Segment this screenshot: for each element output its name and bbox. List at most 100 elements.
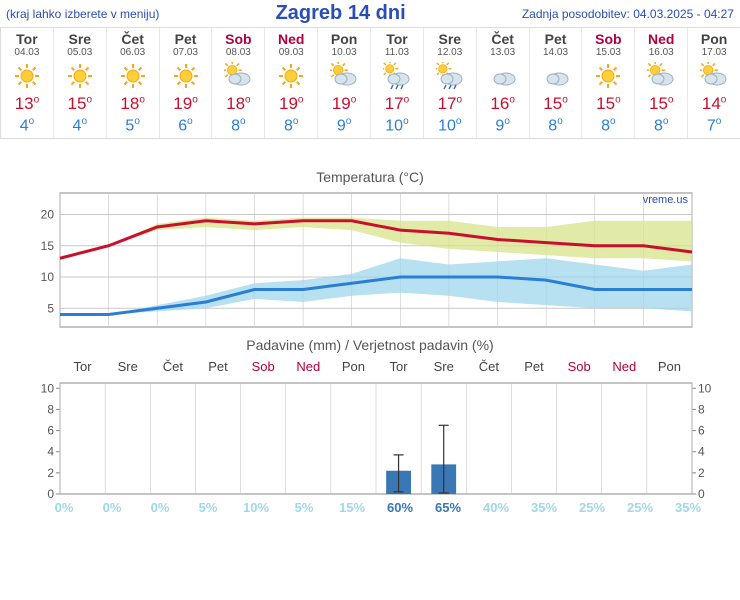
low-temp: 4o — [2, 116, 52, 135]
precipitation-probability: 35% — [520, 500, 568, 515]
svg-text:6: 6 — [47, 424, 54, 438]
day-date: 11.03 — [372, 47, 422, 58]
svg-text:8: 8 — [47, 403, 54, 417]
temperature-chart: 5101520vreme.us — [20, 187, 720, 337]
forecast-day[interactable]: Ned09.03 19o 8o — [264, 28, 317, 138]
low-temp: 8o — [213, 116, 263, 135]
low-temp: 8o — [531, 116, 581, 135]
high-temp: 18o — [213, 94, 263, 114]
high-temp: 18o — [108, 94, 158, 114]
precipitation-probability-row: 0%0%0%5%10%5%15%60%65%40%35%25%25%35% — [0, 500, 740, 515]
forecast-day[interactable]: Pon17.03 14o 7o — [687, 28, 740, 138]
high-temp: 15o — [583, 94, 633, 114]
high-temp: 19o — [266, 94, 316, 114]
precipitation-probability: 25% — [616, 500, 664, 515]
forecast-day[interactable]: Ned16.0315o8o — [634, 28, 687, 138]
svg-text:4: 4 — [698, 445, 705, 459]
forecast-day[interactable]: Pet07.0319o6o — [159, 28, 212, 138]
precipitation-probability: 35% — [664, 500, 712, 515]
low-temp: 7o — [689, 116, 739, 135]
forecast-day[interactable]: Sre12.0317o10o — [423, 28, 476, 138]
day-date: 15.03 — [583, 47, 633, 58]
svg-text:0: 0 — [47, 487, 54, 500]
menu-hint[interactable]: (kraj lahko izberete v meniju) — [6, 7, 159, 21]
low-temp: 5o — [108, 116, 158, 135]
low-temp: 4o — [55, 116, 105, 135]
svg-text:0: 0 — [698, 487, 705, 500]
last-updated: Zadnja posodobitev: 04.03.2025 - 04:27 — [522, 7, 734, 21]
day-name: Čet — [478, 31, 528, 47]
svg-text:Tor: Tor — [390, 359, 409, 374]
precipitation-probability: 0% — [40, 500, 88, 515]
svg-text:10: 10 — [41, 382, 55, 396]
forecast-day-row: Tor04.0313o4oSre05.0315o4oČet06.0318o5oP… — [0, 27, 740, 139]
svg-text:Sob: Sob — [568, 359, 591, 374]
weather-icon — [372, 62, 422, 90]
day-date: 14.03 — [531, 47, 581, 58]
weather-icon — [266, 62, 316, 90]
low-temp: 9o — [319, 116, 369, 135]
forecast-day[interactable]: Pon10.0319o9o — [317, 28, 370, 138]
day-name: Pon — [319, 31, 369, 47]
forecast-day[interactable]: Tor11.0317o10o — [370, 28, 423, 138]
forecast-day[interactable]: Pet14.03 15o 8o — [529, 28, 582, 138]
forecast-day[interactable]: Sob08.0318o8o — [211, 28, 264, 138]
svg-text:Pet: Pet — [208, 359, 228, 374]
high-temp: 19o — [161, 94, 211, 114]
weather-icon — [55, 62, 105, 90]
svg-text:Pon: Pon — [658, 359, 681, 374]
day-name: Pet — [161, 31, 211, 47]
precipitation-probability: 40% — [472, 500, 520, 515]
day-name: Sre — [425, 31, 475, 47]
weather-icon — [478, 62, 528, 90]
weather-icon — [636, 62, 686, 90]
day-date: 09.03 — [266, 47, 316, 58]
day-name: Ned — [636, 31, 686, 47]
svg-text:10: 10 — [698, 382, 712, 396]
svg-text:4: 4 — [47, 445, 54, 459]
day-name: Tor — [2, 31, 52, 47]
svg-text:Pon: Pon — [342, 359, 365, 374]
weather-icon — [2, 62, 52, 90]
precipitation-probability: 25% — [568, 500, 616, 515]
svg-text:Sob: Sob — [252, 359, 275, 374]
forecast-day[interactable]: Čet06.0318o5o — [106, 28, 159, 138]
svg-text:Ned: Ned — [296, 359, 320, 374]
precipitation-probability: 65% — [424, 500, 472, 515]
high-temp: 15o — [531, 94, 581, 114]
forecast-day[interactable]: Tor04.0313o4o — [0, 28, 53, 138]
svg-text:5: 5 — [47, 302, 54, 316]
svg-text:Ned: Ned — [612, 359, 636, 374]
day-date: 12.03 — [425, 47, 475, 58]
precipitation-probability: 0% — [88, 500, 136, 515]
precipitation-chart-section: Padavine (mm) / Verjetnost padavin (%) T… — [0, 337, 740, 515]
high-temp: 15o — [55, 94, 105, 114]
forecast-day[interactable]: Sob15.0315o8o — [581, 28, 634, 138]
day-name: Tor — [372, 31, 422, 47]
high-temp: 14o — [689, 94, 739, 114]
forecast-day[interactable]: Sre05.0315o4o — [53, 28, 106, 138]
high-temp: 17o — [372, 94, 422, 114]
high-temp: 13o — [2, 94, 52, 114]
svg-text:2: 2 — [47, 466, 54, 480]
day-date: 13.03 — [478, 47, 528, 58]
svg-text:Pet: Pet — [524, 359, 544, 374]
day-name: Ned — [266, 31, 316, 47]
svg-text:20: 20 — [41, 208, 55, 222]
day-name: Pet — [531, 31, 581, 47]
precipitation-chart: TorSreČetPetSobNedPonTorSreČetPetSobNedP… — [20, 355, 720, 500]
day-name: Pon — [689, 31, 739, 47]
day-date: 16.03 — [636, 47, 686, 58]
precipitation-probability: 10% — [232, 500, 280, 515]
forecast-day[interactable]: Čet13.0316o9o — [476, 28, 529, 138]
svg-text:10: 10 — [41, 270, 55, 284]
weather-icon — [108, 62, 158, 90]
weather-icon — [583, 62, 633, 90]
svg-text:2: 2 — [698, 466, 705, 480]
day-name: Sob — [583, 31, 633, 47]
low-temp: 8o — [266, 116, 316, 135]
day-date: 17.03 — [689, 47, 739, 58]
svg-text:8: 8 — [698, 403, 705, 417]
svg-text:6: 6 — [698, 424, 705, 438]
low-temp: 6o — [161, 116, 211, 135]
